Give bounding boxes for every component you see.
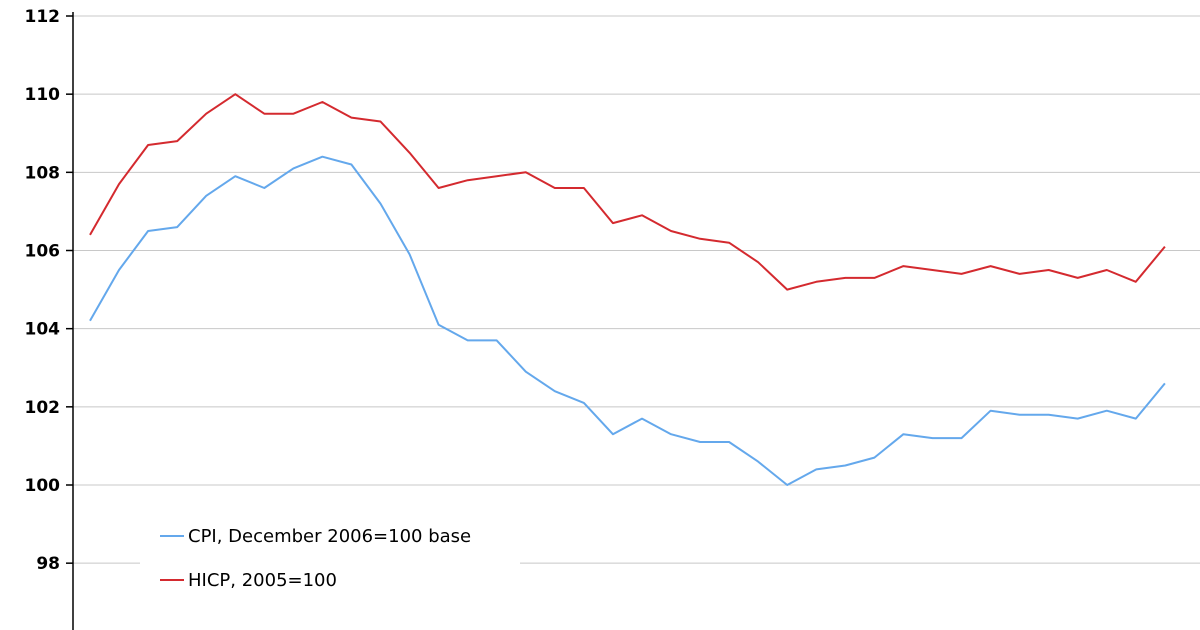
y-tick-label-98: 98 — [36, 554, 60, 574]
legend-label-hicp: HICP, 2005=100 — [188, 570, 337, 591]
legend-label-cpi: CPI, December 2006=100 base — [188, 526, 471, 547]
series-line-cpi — [89, 155, 1166, 486]
y-tick-label-100: 100 — [25, 476, 61, 496]
y-tick-label-110: 110 — [25, 85, 61, 105]
legend-background — [140, 510, 520, 615]
y-tick-label-112: 112 — [25, 7, 61, 27]
y-axis-ticks: 98 100 102 104 106 108 110 112 — [25, 7, 73, 574]
legend: CPI, December 2006=100 base HICP, 2005=1… — [140, 510, 520, 615]
gridlines — [73, 15, 1200, 564]
y-tick-label-106: 106 — [25, 242, 61, 262]
y-tick-label-104: 104 — [25, 320, 61, 340]
y-tick-label-108: 108 — [25, 163, 61, 183]
series-layer — [89, 93, 1166, 486]
series-line-hicp — [89, 93, 1166, 291]
y-tick-label-102: 102 — [25, 398, 61, 418]
